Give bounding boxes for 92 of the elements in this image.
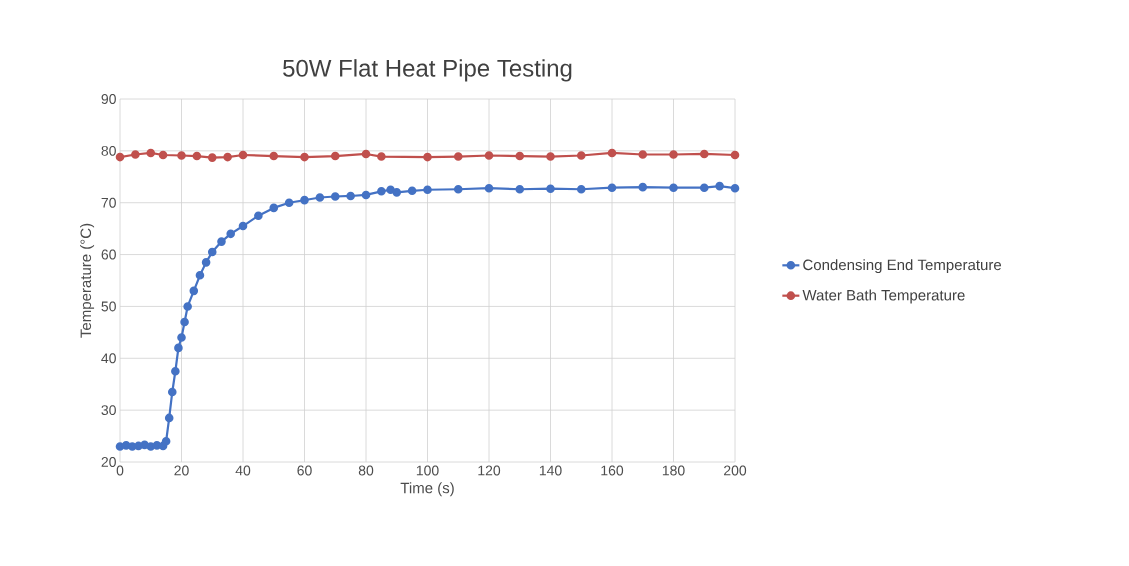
point	[730, 183, 740, 193]
point	[300, 152, 309, 162]
point	[284, 198, 294, 208]
x-axis-title: Time (s)	[400, 482, 454, 497]
y-tick-label: 30	[101, 405, 116, 416]
point	[195, 271, 205, 280]
point	[386, 185, 395, 195]
x-tick-label: 120	[478, 465, 501, 476]
x-tick-label: 0	[116, 465, 124, 476]
point	[638, 150, 648, 159]
chart-title: 50W Flat Heat Pipe Testing	[283, 59, 572, 82]
x-tick-label: 40	[235, 465, 251, 476]
point	[180, 317, 189, 327]
point	[515, 151, 525, 161]
x-tick-label: 100	[416, 465, 439, 476]
point	[226, 229, 235, 239]
point	[576, 184, 586, 194]
point	[152, 441, 162, 450]
legend-label: Condensing End Temperature	[803, 259, 1002, 274]
point	[699, 183, 709, 192]
point	[177, 151, 186, 160]
legend-label: Water Bath Temperature	[802, 289, 965, 304]
x-tick-label: 80	[358, 465, 374, 476]
point	[638, 182, 648, 192]
point	[377, 187, 386, 196]
point	[269, 203, 279, 213]
x-tick-label: 60	[297, 465, 312, 476]
point	[223, 152, 232, 162]
x-tick-label: 180	[662, 465, 685, 476]
point	[546, 184, 555, 194]
point	[576, 151, 586, 160]
point	[177, 333, 186, 342]
point	[189, 286, 199, 296]
point	[207, 247, 217, 257]
point	[217, 237, 226, 246]
point	[158, 150, 168, 160]
point	[171, 366, 180, 376]
point	[192, 151, 202, 161]
point	[453, 152, 463, 161]
y-tick-label: 70	[101, 197, 116, 208]
point	[699, 149, 709, 159]
point	[423, 185, 432, 195]
point	[730, 150, 740, 160]
point	[121, 441, 131, 450]
point	[140, 440, 149, 450]
point	[515, 184, 525, 194]
point	[330, 192, 340, 201]
y-tick-label: 90	[101, 94, 116, 104]
x-tick-label: 160	[601, 465, 624, 476]
point	[546, 152, 555, 161]
point	[300, 195, 309, 205]
y-tick-label: 40	[101, 353, 116, 364]
point	[164, 413, 174, 423]
point	[183, 302, 192, 311]
y-axis-title: Temperature (°C)	[80, 223, 95, 338]
point	[453, 184, 463, 194]
point	[361, 190, 371, 200]
point	[254, 211, 263, 220]
point	[715, 181, 724, 191]
point	[361, 149, 371, 159]
point	[238, 221, 248, 231]
x-tick-label: 140	[539, 465, 562, 476]
point	[315, 193, 325, 202]
y-tick-label: 80	[101, 145, 116, 156]
point	[207, 153, 217, 162]
point	[407, 186, 417, 196]
point	[423, 152, 432, 162]
point	[377, 152, 386, 161]
point	[174, 343, 183, 353]
point	[392, 188, 402, 197]
point	[669, 183, 678, 192]
y-tick-label: 50	[101, 301, 116, 312]
x-tick-label: 200	[724, 465, 747, 476]
y-tick-label: 20	[101, 457, 116, 467]
point	[346, 191, 355, 201]
point	[484, 183, 494, 193]
point	[669, 150, 678, 159]
point	[167, 387, 177, 397]
point	[238, 150, 248, 160]
y-tick-label: 60	[101, 249, 116, 260]
point	[201, 258, 211, 267]
point	[607, 183, 617, 192]
point	[484, 151, 494, 160]
point	[134, 441, 143, 451]
x-tick-label: 20	[174, 465, 189, 476]
point	[146, 148, 156, 158]
point	[161, 436, 171, 446]
point	[131, 150, 140, 159]
point	[330, 151, 340, 161]
point	[115, 152, 125, 162]
point	[269, 151, 279, 161]
point	[607, 148, 617, 158]
